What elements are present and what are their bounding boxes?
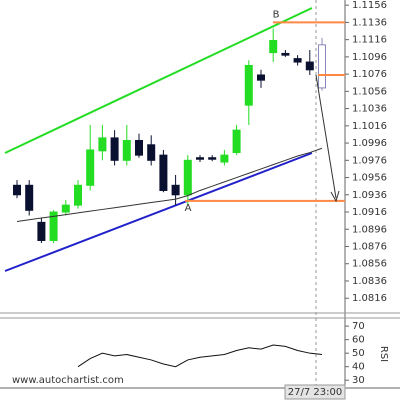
y-tick-label: 40 [352, 362, 365, 373]
price-panel: 1.1156 1.1136 1.1116 1.1096 1.1076 1.1056 1.10… [13, 0, 387, 304]
forecast-arrow-head [330, 190, 340, 203]
candle-body [147, 144, 156, 161]
y-tick-label: 1.1116 [352, 35, 387, 46]
candle-body [159, 154, 168, 191]
moving-average [16, 147, 323, 222]
y-tick-label: 1.0836 [352, 276, 387, 287]
y-tick-label: 50 [352, 348, 365, 359]
candle-body [61, 204, 70, 213]
candle-body [318, 44, 326, 89]
x-tick-label: 27/7 23:00 [288, 387, 342, 398]
y-tick-label: 30 [352, 375, 365, 386]
candle-body [98, 137, 107, 152]
y-tick-label: 1.1036 [352, 104, 387, 115]
candle-body [208, 157, 217, 160]
candle-body [257, 74, 265, 81]
candle-body [49, 211, 58, 241]
forecast-arrow [315, 74, 337, 199]
y-tick-label: 1.0876 [352, 241, 387, 252]
y-tick-label: 1.0856 [352, 259, 387, 270]
candle-body [37, 221, 46, 241]
candle-body [122, 139, 131, 161]
candle-body [281, 52, 290, 56]
channel-lower [4, 152, 313, 272]
y-axis-label: RSI [378, 346, 389, 362]
y-tick-label: 1.0896 [352, 224, 387, 235]
candle-body [244, 65, 253, 106]
watermark: www.autochartist.com [12, 375, 124, 386]
y-tick-label: 1.0976 [352, 155, 387, 166]
candle-body [183, 159, 192, 196]
y-tick-label: 1.0916 [352, 207, 387, 218]
y-tick-label: 60 [352, 335, 365, 346]
candle-body [220, 154, 229, 163]
y-tick-label: 1.0956 [352, 173, 387, 184]
candle-body [86, 149, 95, 186]
candle-body [269, 40, 278, 54]
candle-body [196, 157, 204, 160]
level-label: A [185, 203, 192, 214]
y-tick-label: 70 [352, 321, 365, 332]
candle-body [25, 184, 34, 211]
candle-body [110, 137, 119, 161]
candle-body [293, 58, 302, 63]
y-tick-label: 1.0996 [352, 138, 387, 149]
y-tick-label: 1.1056 [352, 86, 387, 97]
y-tick-label: 1.0816 [352, 293, 387, 304]
time-label-box [284, 384, 346, 400]
rsi-panel: 70 60 50 40 30 RSI www.autochartist.com [12, 321, 389, 386]
level-label: B [273, 9, 280, 20]
candle-body [171, 184, 180, 196]
y-tick-label: 1.1156 [352, 0, 387, 11]
candle-body [13, 184, 21, 196]
candle-body [74, 184, 82, 206]
y-tick-label: 1.0936 [352, 190, 387, 201]
candle-body [305, 61, 314, 71]
y-tick-label: 1.1136 [352, 17, 387, 28]
y-tick-label: 1.1016 [352, 121, 387, 132]
rsi-line [77, 344, 323, 368]
channel-upper [4, 7, 313, 154]
y-tick-label: 1.1076 [352, 69, 387, 80]
candle-body [232, 129, 241, 154]
y-tick-label: 1.1096 [352, 52, 387, 63]
candle-body [135, 139, 143, 156]
